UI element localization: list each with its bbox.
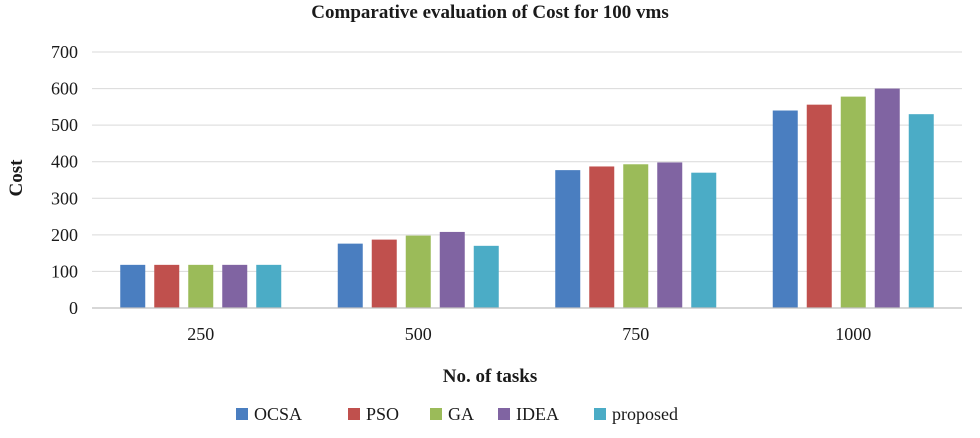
x-axis-title: No. of tasks xyxy=(443,366,537,387)
bar-idea-500 xyxy=(439,231,465,308)
legend-label-pso: PSO xyxy=(366,404,399,424)
y-tick-label: 0 xyxy=(69,298,78,318)
bar-proposed-750 xyxy=(691,172,717,308)
bar-ocsa-750 xyxy=(555,170,581,308)
y-tick-label: 100 xyxy=(51,261,78,281)
y-tick-label: 200 xyxy=(51,225,78,245)
legend-swatch-proposed xyxy=(594,408,606,420)
bar-proposed-500 xyxy=(473,245,499,308)
legend-swatch-idea xyxy=(498,408,510,420)
bar-ga-750 xyxy=(623,164,649,308)
y-tick-label: 700 xyxy=(51,42,78,62)
legend: OCSA PSO GA IDEA proposed xyxy=(236,404,678,424)
x-tick-label: 250 xyxy=(187,324,214,344)
legend-label-ga: GA xyxy=(448,404,474,424)
bar-ocsa-500 xyxy=(337,243,363,308)
bar-proposed-1000 xyxy=(908,114,934,309)
legend-label-proposed: proposed xyxy=(612,404,678,424)
x-tick-label: 500 xyxy=(405,324,432,344)
x-tick-label: 1000 xyxy=(835,324,871,344)
y-axis-ticks: 0 100 200 300 400 500 600 700 xyxy=(51,42,78,318)
legend-label-idea: IDEA xyxy=(516,404,559,424)
y-tick-label: 600 xyxy=(51,79,78,99)
legend-swatch-pso xyxy=(348,408,360,420)
legend-label-ocsa: OCSA xyxy=(254,404,302,424)
x-tick-label: 750 xyxy=(622,324,649,344)
bar-idea-1000 xyxy=(874,88,900,308)
bar-idea-250 xyxy=(222,264,248,308)
y-axis-title: Cost xyxy=(6,159,27,197)
y-tick-label: 500 xyxy=(51,115,78,135)
bar-proposed-250 xyxy=(256,264,282,308)
bar-ocsa-250 xyxy=(120,264,146,308)
gridlines xyxy=(92,51,962,272)
bars xyxy=(120,88,934,309)
bar-pso-1000 xyxy=(806,104,832,308)
bar-ga-1000 xyxy=(840,96,866,308)
bar-pso-750 xyxy=(589,166,615,308)
bar-ga-500 xyxy=(405,235,431,308)
bar-idea-750 xyxy=(657,162,683,308)
y-tick-label: 300 xyxy=(51,188,78,208)
bar-pso-500 xyxy=(371,239,397,308)
bar-pso-250 xyxy=(154,264,180,308)
bar-ocsa-1000 xyxy=(772,110,798,308)
bar-ga-250 xyxy=(188,264,214,308)
legend-swatch-ocsa xyxy=(236,408,248,420)
y-tick-label: 400 xyxy=(51,152,78,172)
legend-swatch-ga xyxy=(430,408,442,420)
x-axis-ticks: 250 500 750 1000 xyxy=(187,324,871,344)
chart-title: Comparative evaluation of Cost for 100 v… xyxy=(311,2,668,23)
